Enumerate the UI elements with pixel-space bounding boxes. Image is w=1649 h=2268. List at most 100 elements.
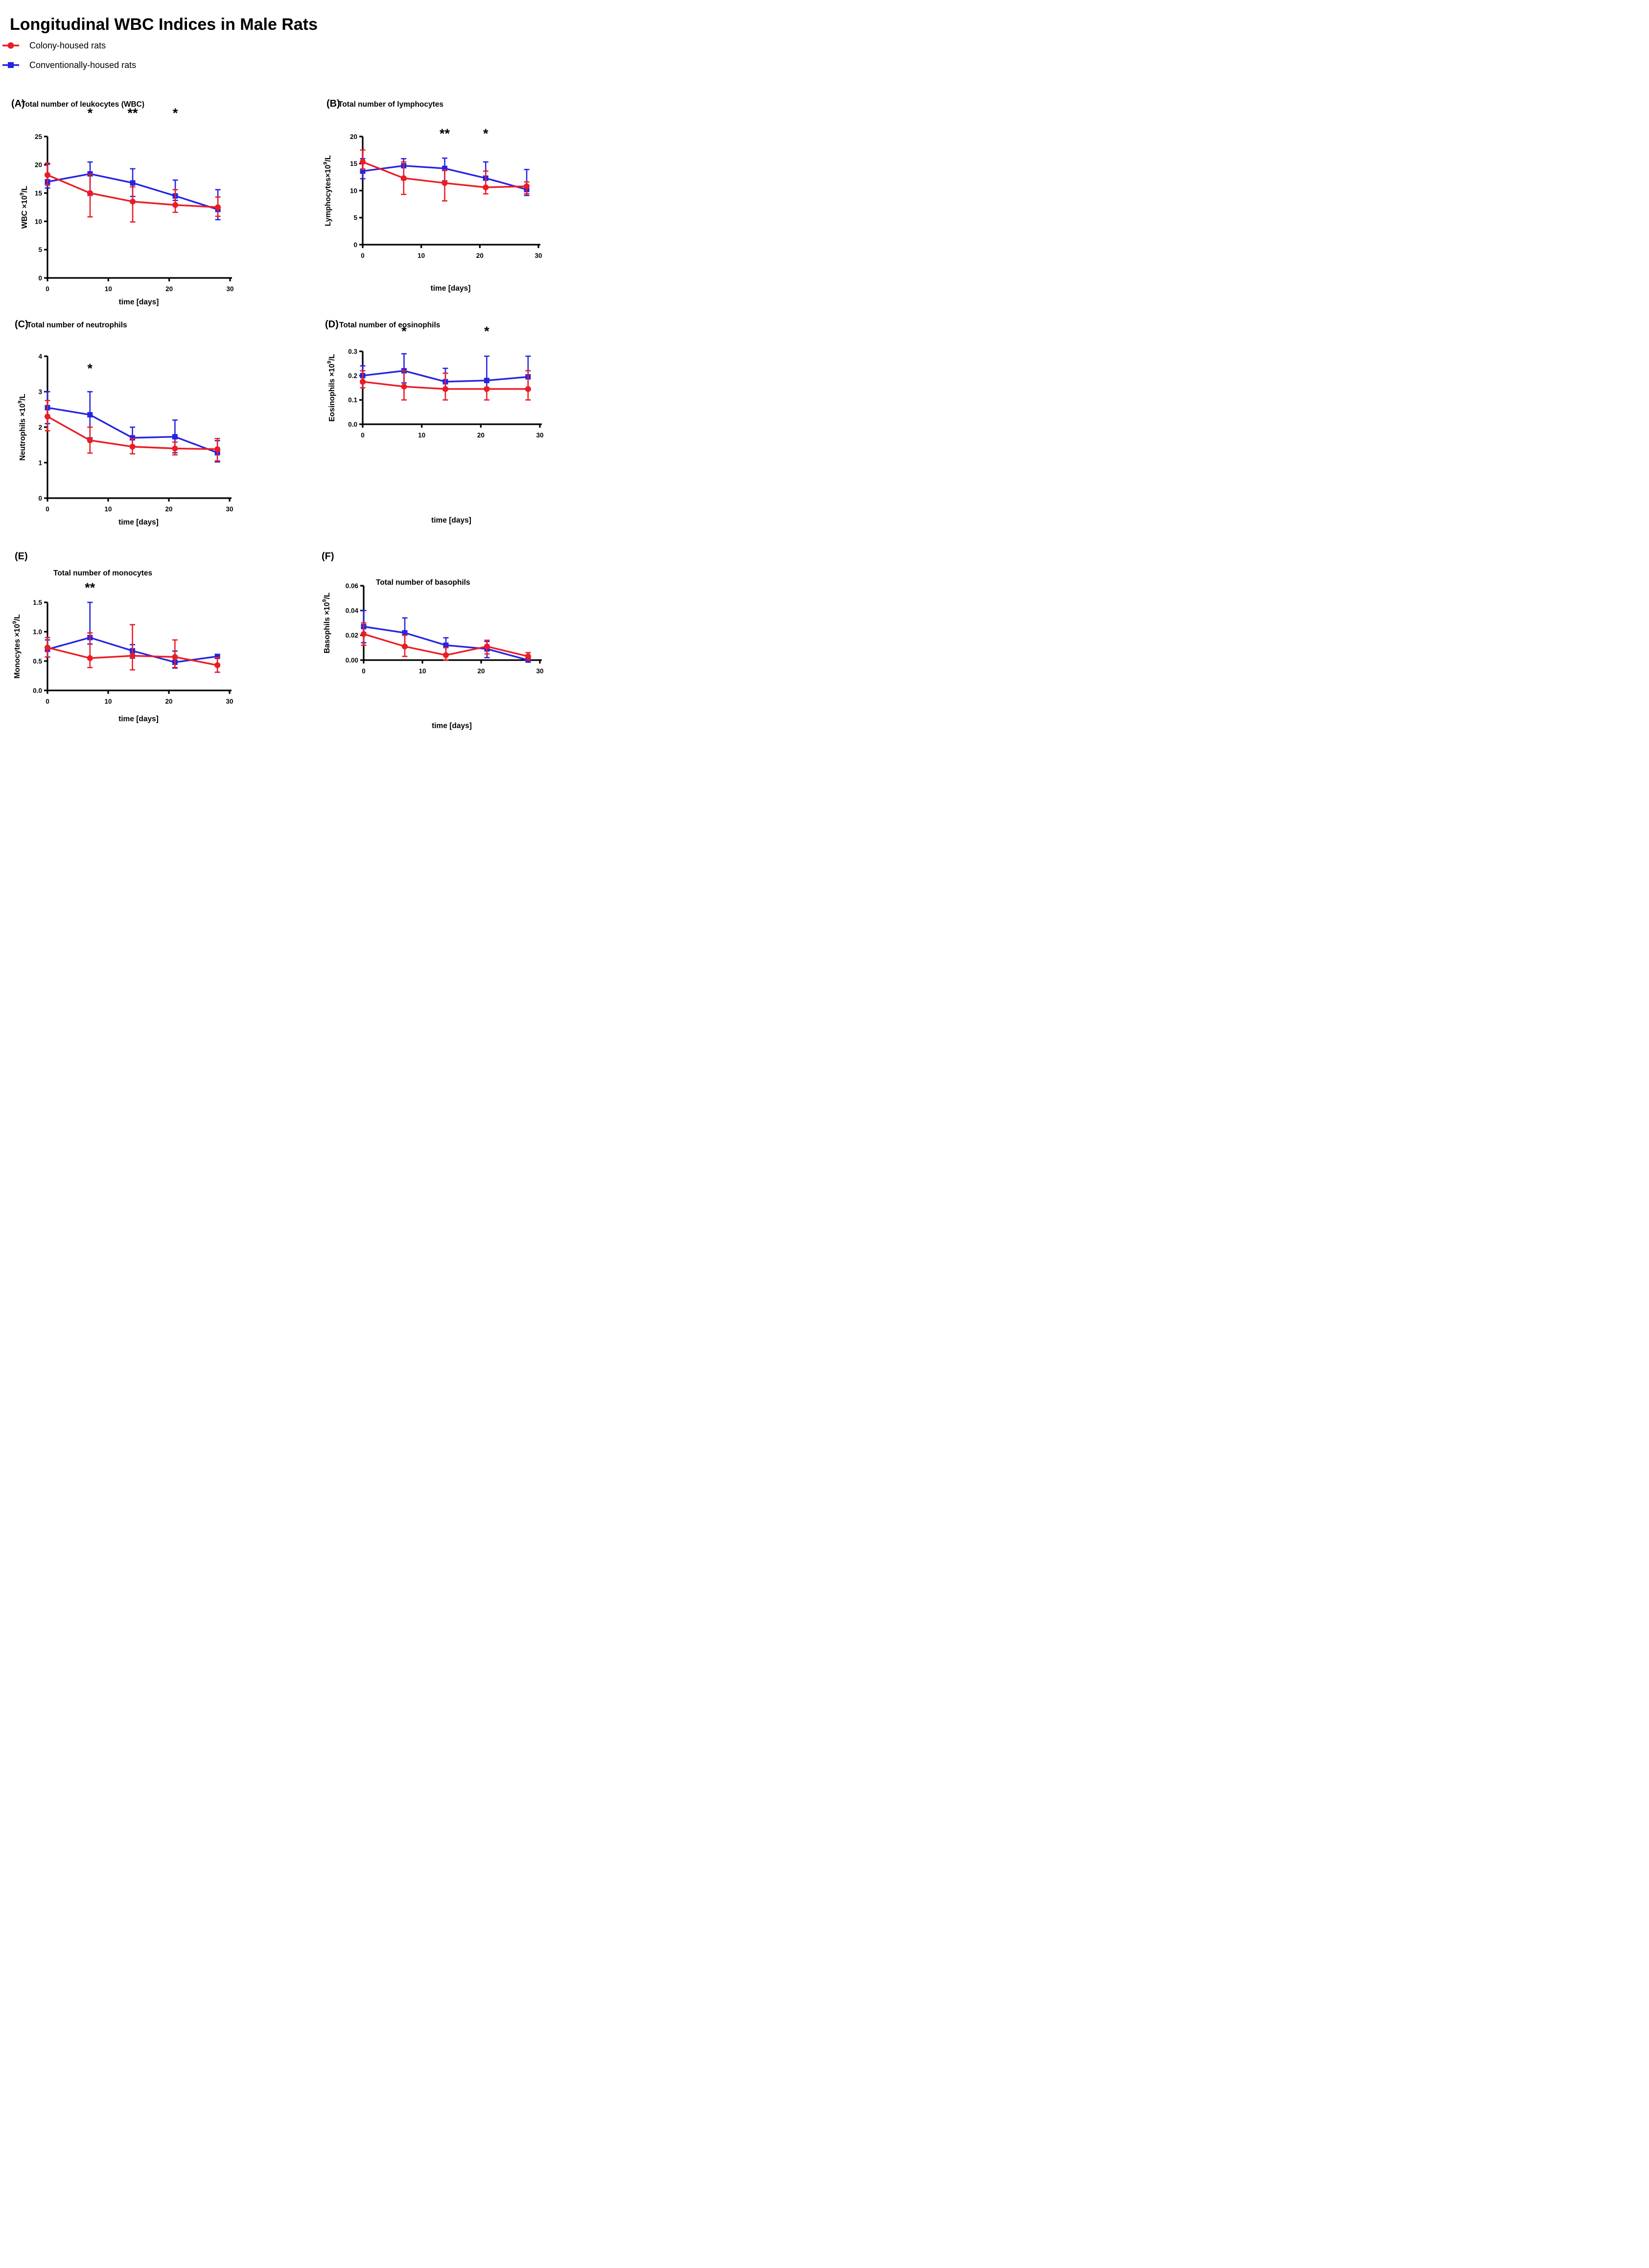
svg-text:0.04: 0.04 [346,607,359,615]
svg-text:20: 20 [477,432,485,439]
legend-item-conventionally-housed: Conventionally-housed rats [2,60,136,70]
legend-marker-blue-square [2,62,19,68]
svg-text:0: 0 [361,252,365,259]
y-axis-label: Eosinophils ×109/L [326,354,336,421]
y-axis-label: Neutrophils ×109/L [17,394,27,461]
svg-text:10: 10 [350,187,357,194]
x-axis-label: time [days] [118,715,159,723]
series-colony-housed [45,400,221,462]
svg-text:0: 0 [46,505,49,513]
chart-monocytes: 0.0 0.5 1.0 1.5 0 10 20 30 time [days] Monocytes … [12,580,233,723]
series-colony-housed [45,624,221,673]
chart-neutrophils: 0 1 2 3 4 0 10 20 30 time [days] Neutrophils ×109/… [17,353,233,527]
svg-text:20: 20 [165,285,173,293]
legend-label: Conventionally-housed rats [29,60,137,70]
panel-a-leukocytes: (A) Total number of leukocytes (WBC) 0 5 1… [7,97,274,314]
panel-title: Total number of basophils [376,578,470,587]
y-axis-label: Basophils ×109/L [322,593,331,654]
chart-lymphocytes: 0 5 10 15 20 0 10 20 30 time [days] Lymphocytes×10… [323,126,542,293]
y-axis-label: WBC ×109/L [19,186,29,229]
x-axis-label: time [days] [118,518,159,527]
svg-text:10: 10 [35,218,42,225]
svg-text:0.0: 0.0 [33,687,42,694]
panel-label: (D) [325,319,339,330]
significance-marker: ** [440,126,450,141]
svg-text:0.06: 0.06 [346,582,359,590]
svg-text:0: 0 [353,241,357,249]
panel-label: (E) [15,551,28,562]
svg-text:10: 10 [418,432,425,439]
axes [359,136,540,248]
svg-text:0.0: 0.0 [348,421,357,428]
svg-text:15: 15 [35,189,43,197]
svg-text:2: 2 [38,424,42,431]
tick-labels: 0 5 10 15 20 25 0 10 20 30 [35,133,234,293]
svg-text:1: 1 [38,459,42,466]
svg-text:1.5: 1.5 [33,599,42,606]
svg-text:20: 20 [350,133,357,140]
panel-label: (A) [11,98,25,109]
series-colony-housed [360,370,531,401]
panel-c-neutrophils: (C) Total number of neutrophils 0 1 2 3 4 0 10… [7,317,274,538]
panel-label: (F) [322,551,334,562]
svg-text:30: 30 [536,667,543,675]
series-colony-housed [45,162,221,223]
panel-d-eosinophils: (D) Total number of eosinophils 0.0 0.1 0.… [321,317,550,538]
x-axis-label: time [days] [431,516,471,525]
svg-text:10: 10 [105,285,112,293]
legend-item-colony-housed: Colony-housed rats [2,40,106,51]
panel-label: (B) [326,98,340,109]
svg-text:0: 0 [38,495,42,502]
svg-text:20: 20 [477,667,485,675]
svg-text:20: 20 [476,252,484,259]
svg-text:20: 20 [165,698,172,705]
panel-b-lymphocytes: (B) Total number of lymphocytes 0 5 10 15 20… [321,97,550,314]
axes [44,136,232,281]
significance-marker: * [401,324,407,339]
svg-text:10: 10 [104,698,112,705]
svg-text:4: 4 [38,353,42,360]
svg-text:30: 30 [226,505,233,513]
axes [360,585,542,664]
svg-text:10: 10 [418,667,426,675]
chart-eosinophils: 0.0 0.1 0.2 0.3 0 10 20 30 time [days] Eosinophil… [326,324,544,525]
significance-marker: * [484,324,489,339]
y-axis-label: Lymphocytes×109/L [323,155,332,227]
chart-basophils: 0.00 0.02 0.04 0.06 0 10 20 30 time [days] Basoph… [322,582,544,730]
panel-title: Total number of neutrophils [27,321,127,329]
series-colony-housed [361,622,531,661]
significance-marker: ** [85,580,95,595]
svg-text:1.0: 1.0 [33,628,42,636]
tick-labels: 0 5 10 15 20 0 10 20 30 [350,133,542,259]
significance-marker: * [483,126,488,141]
svg-text:0: 0 [361,432,365,439]
panel-title: Total number of monocytes [53,569,153,577]
panel-title: Total number of eosinophils [339,321,441,329]
significance-marker: * [88,106,93,120]
axes [44,355,232,502]
axes [44,601,232,694]
significance-marker: * [88,361,93,376]
tick-labels: 0 1 2 3 4 0 10 20 30 [38,353,233,513]
figure-title: Longitudinal WBC Indices in Male Rats [10,15,318,34]
svg-text:0.00: 0.00 [346,657,358,664]
svg-text:0.02: 0.02 [346,632,358,639]
x-axis-label: time [days] [432,722,472,730]
svg-text:30: 30 [534,252,542,259]
svg-text:3: 3 [38,388,42,395]
tick-labels: 0.0 0.5 1.0 1.5 0 10 20 30 [33,599,233,705]
svg-text:20: 20 [35,161,42,169]
panel-title: Total number of lymphocytes [338,100,444,109]
svg-text:0: 0 [362,667,366,675]
series-colony-housed [360,149,530,202]
x-axis-label: time [days] [119,298,159,306]
x-axis-label: time [days] [431,284,471,293]
svg-text:0.3: 0.3 [348,348,357,355]
svg-text:30: 30 [226,285,233,293]
svg-text:5: 5 [353,214,357,222]
y-axis-label: Monocytes ×109/L [12,614,22,678]
svg-text:10: 10 [104,505,112,513]
svg-text:10: 10 [418,252,425,259]
legend-marker-red-circle [2,42,19,49]
